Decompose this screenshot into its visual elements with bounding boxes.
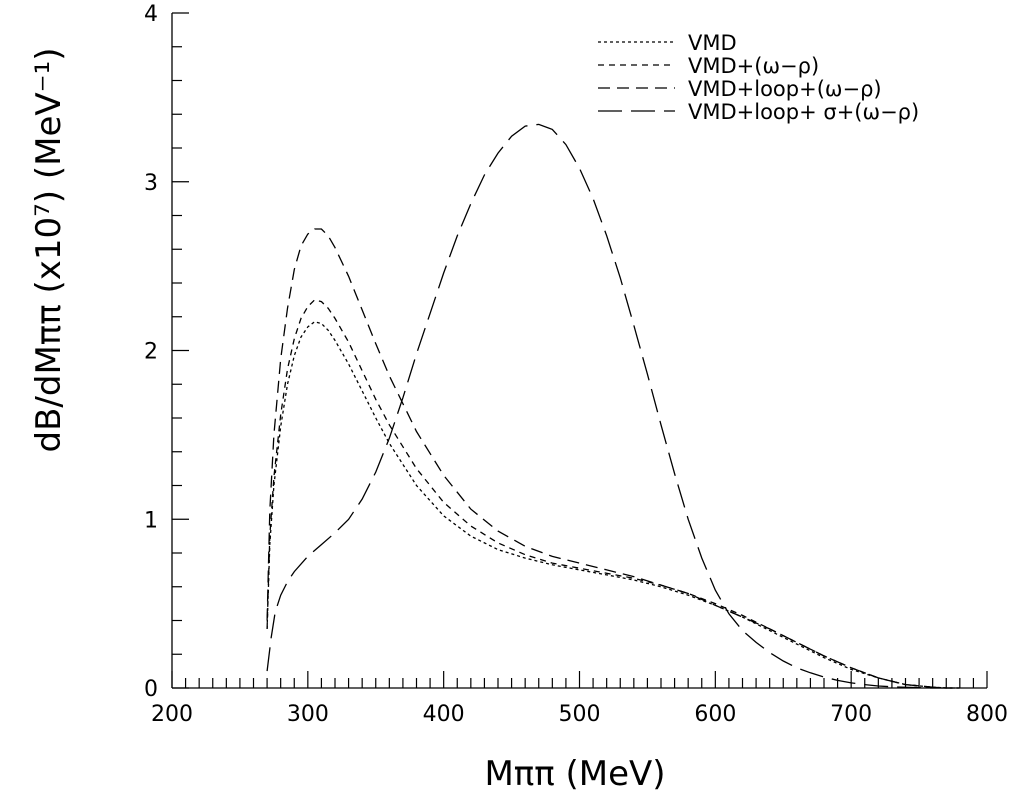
legend-label-4: VMD+loop+ σ+(ω−ρ) [688,100,919,124]
x-tick-label: 200 [151,702,193,727]
x-tick-label: 300 [287,702,329,727]
series-line-1 [266,321,960,689]
y-tick-label: 1 [144,508,158,533]
y-tick-label: 4 [144,2,158,27]
x-tick-label: 500 [559,702,601,727]
legend-label-2: VMD+(ω−ρ) [688,54,819,78]
series-line-2 [266,299,960,689]
y-tick-label: 3 [144,171,158,196]
x-axis-label: Mππ (MeV) [484,754,665,794]
x-tick-label: 600 [694,702,736,727]
chart-ticks: 200 300 400 500 600 700 800 0 1 2 3 4 [144,2,1008,727]
x-tick-label: 800 [966,702,1008,727]
x-tick-label: 400 [423,702,465,727]
series-line-4 [266,123,947,689]
legend-label-3: VMD+loop+(ω−ρ) [688,77,882,101]
y-tick-label: 2 [144,340,158,365]
chart-series [266,123,960,689]
y-axis-label: dB/dMππ (x10⁷) (MeV⁻¹) [29,48,69,453]
y-tick-label: 0 [144,677,158,702]
legend-label-1: VMD [688,31,737,55]
x-tick-label: 700 [830,702,872,727]
series-line-3 [266,228,960,689]
